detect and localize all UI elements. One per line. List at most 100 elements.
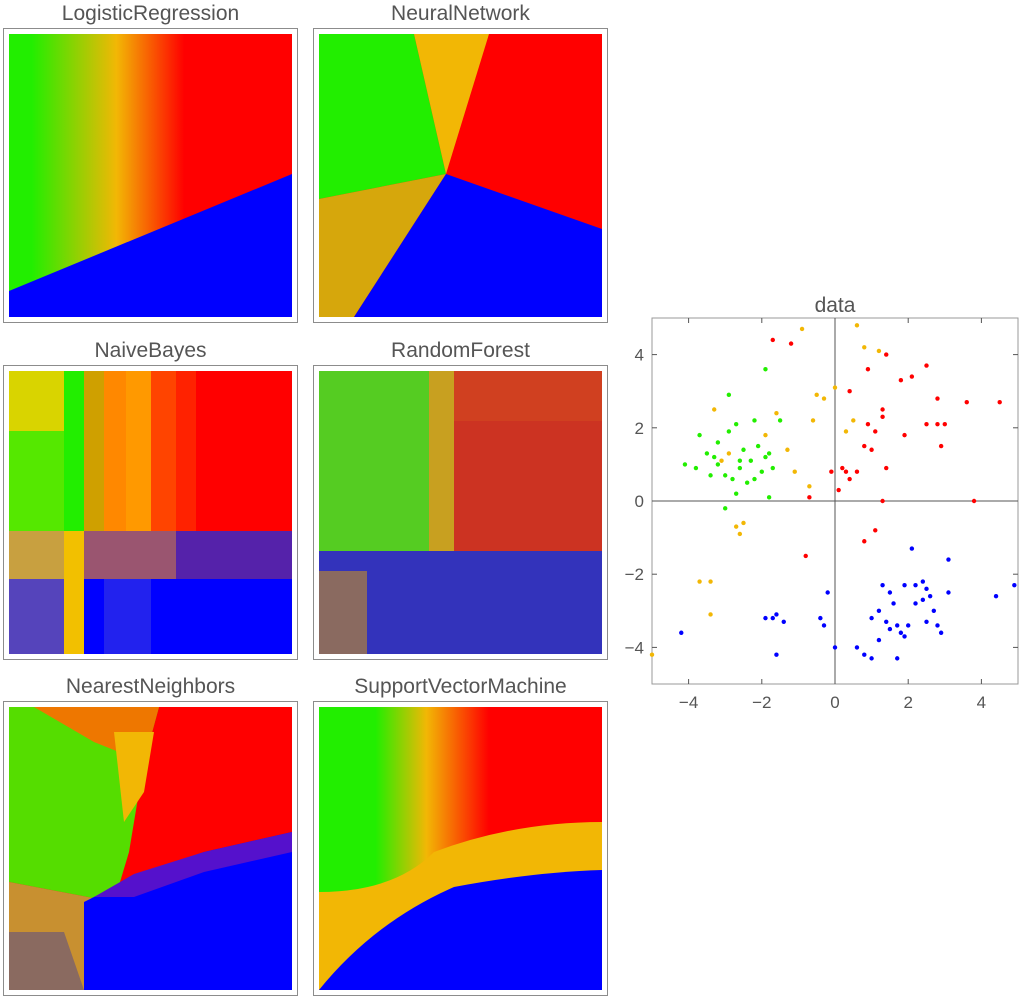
data-point bbox=[880, 414, 885, 420]
data-point bbox=[697, 432, 702, 438]
data-point bbox=[854, 645, 860, 650]
data-point bbox=[902, 432, 907, 438]
data-point bbox=[799, 326, 805, 332]
data-point bbox=[931, 608, 937, 613]
data-point bbox=[909, 546, 915, 551]
panel-title-logistic: LogisticRegression bbox=[61, 2, 240, 25]
x-tick-label: −4 bbox=[679, 693, 698, 712]
data-point bbox=[971, 498, 977, 504]
data-point bbox=[924, 619, 929, 624]
data-point bbox=[693, 465, 699, 471]
data-point bbox=[737, 458, 743, 463]
data-point bbox=[862, 539, 867, 544]
data-point bbox=[697, 579, 702, 584]
data-point bbox=[723, 506, 728, 511]
data-scatter-plot: data −4 −2 0 2 4 4 2 0 −2 −4 bbox=[625, 294, 1019, 712]
panel-title-forest: RandomForest bbox=[391, 339, 530, 362]
data-point bbox=[876, 637, 882, 643]
data-point bbox=[726, 451, 732, 456]
panel-neural bbox=[313, 28, 608, 323]
panel-svm bbox=[313, 701, 608, 996]
data-point bbox=[865, 421, 871, 427]
data-point bbox=[755, 443, 761, 449]
data-point bbox=[869, 656, 874, 661]
data-point bbox=[810, 418, 816, 423]
data-point bbox=[774, 410, 779, 416]
data-point bbox=[766, 495, 772, 500]
data-point bbox=[924, 421, 929, 427]
data-point bbox=[829, 469, 834, 474]
x-tick-label: −2 bbox=[752, 693, 771, 712]
data-point bbox=[737, 531, 743, 537]
data-point bbox=[909, 374, 915, 379]
data-point bbox=[741, 520, 746, 526]
data-point bbox=[679, 630, 684, 635]
data-point bbox=[781, 619, 786, 624]
data-point bbox=[763, 432, 768, 438]
data-point bbox=[712, 454, 717, 460]
data-point bbox=[821, 396, 827, 401]
panel-logistic bbox=[3, 28, 298, 323]
data-point bbox=[876, 348, 882, 354]
data-point bbox=[818, 615, 823, 621]
data-point bbox=[763, 615, 768, 621]
data-point bbox=[862, 345, 867, 350]
data-point bbox=[938, 630, 944, 635]
data-point bbox=[723, 473, 728, 478]
data-point bbox=[726, 429, 732, 434]
data-point bbox=[880, 582, 885, 588]
data-point bbox=[847, 476, 852, 482]
data-point bbox=[847, 389, 852, 394]
data-point bbox=[832, 645, 838, 650]
data-point bbox=[895, 656, 900, 661]
y-tick-label: 4 bbox=[635, 346, 644, 365]
data-point bbox=[733, 524, 739, 529]
panel-nearest bbox=[3, 701, 298, 996]
data-point bbox=[927, 593, 933, 599]
y-tick-label: −2 bbox=[625, 565, 644, 584]
data-point bbox=[869, 615, 874, 621]
data-point bbox=[873, 528, 878, 533]
data-point bbox=[748, 458, 754, 463]
y-tick-label: 0 bbox=[635, 492, 644, 511]
data-point bbox=[733, 491, 739, 496]
data-point bbox=[906, 623, 911, 628]
data-point bbox=[935, 623, 940, 628]
data-point bbox=[1012, 582, 1017, 588]
data-point bbox=[898, 378, 904, 383]
x-tick-label: 0 bbox=[830, 693, 839, 712]
panel-title-svm: SupportVectorMachine bbox=[354, 675, 567, 698]
data-point bbox=[865, 367, 871, 372]
data-point bbox=[854, 469, 860, 474]
data-point bbox=[733, 421, 739, 427]
data-point bbox=[884, 465, 889, 471]
data-point bbox=[785, 447, 790, 452]
data-point bbox=[737, 465, 743, 471]
data-point bbox=[997, 399, 1002, 405]
data-point bbox=[814, 392, 819, 398]
data-point bbox=[766, 451, 772, 456]
data-point bbox=[763, 454, 768, 460]
data-point bbox=[807, 495, 812, 500]
data-point bbox=[744, 480, 750, 485]
data-point bbox=[902, 634, 907, 639]
data-point bbox=[924, 363, 929, 368]
data-point bbox=[708, 473, 713, 478]
panel-title-bayes: NaiveBayes bbox=[94, 339, 207, 362]
x-tick-label: 4 bbox=[977, 693, 986, 712]
data-point bbox=[843, 429, 849, 434]
data-point bbox=[891, 601, 896, 606]
data-point bbox=[649, 652, 655, 657]
data-point bbox=[935, 396, 940, 401]
data-point bbox=[712, 407, 717, 412]
y-tick-label: −4 bbox=[625, 638, 644, 657]
data-point bbox=[770, 615, 775, 621]
data-point bbox=[719, 458, 724, 463]
data-point bbox=[832, 385, 838, 390]
data-point bbox=[726, 392, 732, 398]
data-point bbox=[946, 557, 951, 562]
data-point bbox=[876, 608, 882, 613]
y-tick-label: 2 bbox=[635, 419, 644, 438]
data-point bbox=[880, 407, 885, 412]
data-point bbox=[862, 443, 867, 449]
